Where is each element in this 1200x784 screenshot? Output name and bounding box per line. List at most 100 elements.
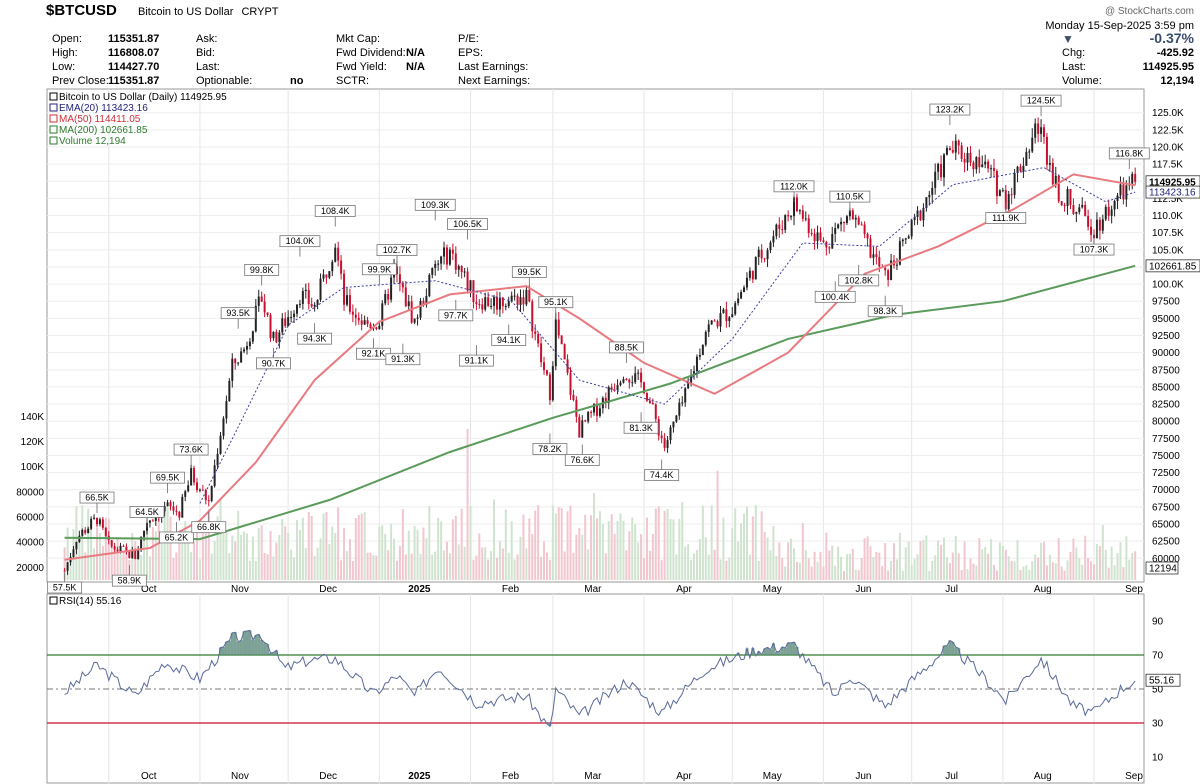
- candle-body: [328, 271, 331, 278]
- annotation-box: [814, 290, 856, 303]
- annotation-box: [297, 332, 333, 345]
- volume-bar: [710, 505, 713, 580]
- candle-body: [237, 362, 240, 364]
- x-tick-label: Jul: [945, 584, 958, 595]
- candle-body: [745, 277, 748, 288]
- rsi-line: [64, 629, 1136, 728]
- volume-bar: [898, 532, 901, 580]
- volume-bar: [587, 549, 590, 580]
- quote-header: $BTCUSD Bitcoin to US Dollar CRYPT @ Sto…: [0, 0, 1200, 90]
- x-tick-label: Apr: [676, 584, 692, 595]
- volume-bar: [757, 560, 760, 580]
- candle-body: [510, 295, 513, 302]
- annotation-box: [644, 469, 680, 481]
- volume-bar: [678, 518, 681, 580]
- candle-body: [575, 399, 578, 417]
- candle-body: [1095, 219, 1098, 239]
- candle-body: [895, 264, 898, 266]
- volume-bar: [1072, 538, 1075, 580]
- candle-body: [628, 379, 631, 383]
- volume-bar: [281, 519, 284, 580]
- volume-bar: [119, 554, 122, 580]
- annotation-box: [867, 305, 903, 318]
- candle-body: [445, 247, 448, 265]
- candle-body: [234, 358, 237, 364]
- volume-bar: [995, 570, 998, 580]
- volume-bar: [428, 506, 431, 580]
- volume-bar: [854, 569, 857, 580]
- volume-bar: [190, 551, 193, 580]
- x-tick-label: Nov: [231, 771, 249, 782]
- volume-bar: [504, 509, 507, 580]
- candle-body: [519, 297, 522, 305]
- volume-bar: [122, 552, 125, 580]
- volume-bar: [272, 556, 275, 580]
- y-tick-label: 80000: [1152, 417, 1180, 428]
- candle-body: [343, 273, 346, 305]
- volume-bar: [840, 556, 843, 580]
- annotation-label: 109.3K: [421, 200, 450, 210]
- volume-bar: [513, 559, 516, 580]
- annotation-box: [159, 531, 194, 544]
- annotation-box: [173, 443, 209, 456]
- volume-bar: [804, 550, 807, 580]
- candle-body: [440, 256, 443, 264]
- volume-bar: [466, 428, 469, 580]
- candle-body: [581, 420, 584, 438]
- volume-bar: [366, 552, 369, 580]
- volume-bar: [716, 470, 719, 580]
- candle-body: [584, 420, 587, 422]
- candle-body: [534, 331, 537, 334]
- volume-bar: [704, 537, 707, 580]
- volume-bar: [437, 517, 440, 580]
- rsi-overbought-fill: [945, 645, 949, 655]
- rsi-overbought-fill: [777, 651, 781, 655]
- volume-bar: [993, 564, 996, 580]
- volume-bar: [384, 533, 387, 580]
- candle-body: [195, 482, 198, 490]
- volume-bar: [925, 535, 928, 580]
- annotation-box: [129, 506, 165, 518]
- annotation-box: [314, 205, 356, 217]
- candle-body: [172, 506, 175, 511]
- y-tick-label: 75000: [1152, 451, 1180, 462]
- rsi-overbought-fill: [245, 630, 249, 655]
- volume-bar: [195, 525, 198, 580]
- candle-body: [984, 161, 987, 165]
- volume-bar: [398, 546, 401, 580]
- annotation-label: 88.5K: [615, 342, 639, 352]
- volume-bar: [454, 515, 457, 580]
- candle-body: [413, 318, 416, 323]
- quote-label: Last:: [196, 61, 220, 73]
- volume-bar: [525, 548, 528, 580]
- candle-body: [1113, 200, 1116, 210]
- volume-bar: [975, 565, 978, 580]
- volume-bar: [351, 561, 354, 580]
- candle-body: [845, 216, 848, 224]
- volume-bar: [669, 518, 672, 580]
- volume-bar: [1098, 546, 1101, 580]
- candle-body: [731, 314, 734, 318]
- volume-bar: [616, 520, 619, 580]
- volume-bar: [651, 533, 654, 580]
- volume-bar: [863, 538, 866, 580]
- volume-bar: [610, 514, 613, 580]
- candle-body: [1043, 127, 1046, 137]
- candle-body: [548, 374, 551, 401]
- quote-value: 12,194: [1160, 75, 1194, 87]
- candle-body: [784, 215, 787, 230]
- rsi-legend-swatch: [49, 596, 58, 605]
- candle-body: [525, 289, 528, 305]
- rsi-last-box: [1145, 673, 1181, 687]
- candle-body: [913, 216, 916, 221]
- volume-bar: [737, 541, 740, 580]
- volume-bar: [781, 557, 784, 580]
- volume-bar: [722, 517, 725, 580]
- volume-bar: [834, 565, 837, 580]
- volume-bar: [640, 534, 643, 580]
- candle-body: [616, 385, 619, 391]
- volume-bar: [1048, 554, 1051, 580]
- candle-body: [1090, 226, 1093, 235]
- volume-bar: [416, 529, 419, 580]
- candle-body: [1034, 123, 1037, 138]
